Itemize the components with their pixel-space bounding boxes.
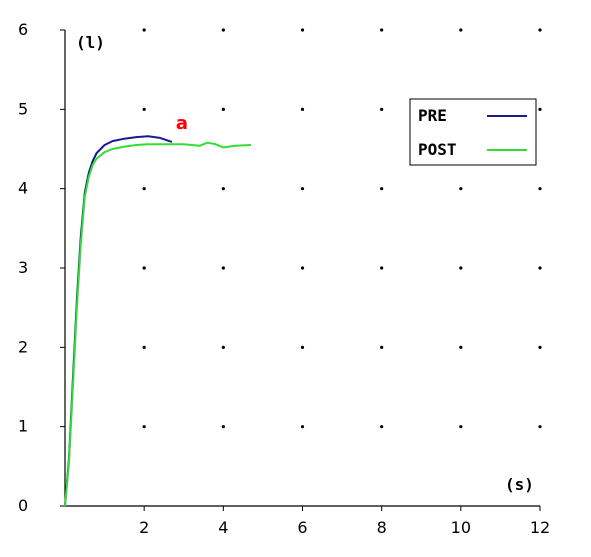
grid-dot: [142, 266, 146, 270]
series-line-pre: [64, 135, 173, 507]
y-axis-label: (l): [76, 33, 105, 52]
grid-dot: [142, 187, 146, 191]
grid-dot: [300, 187, 305, 191]
y-tick-label: 2: [18, 337, 28, 356]
grid-dot: [221, 107, 225, 111]
x-tick-label: 10: [451, 518, 471, 537]
grid-dot: [300, 425, 305, 429]
y-tick-label: 5: [18, 99, 28, 118]
grid-dot: [538, 107, 542, 111]
grid-dot: [300, 107, 305, 111]
grid-dot: [380, 425, 384, 429]
x-tick-label: 12: [530, 518, 550, 537]
grid-dot: [221, 187, 225, 191]
grid-dot: [380, 28, 384, 32]
y-tick-label: 0: [18, 496, 28, 515]
grid-dot: [459, 266, 463, 270]
y-tick-label: 4: [18, 179, 28, 198]
grid-dot: [142, 28, 146, 32]
series-line-post: [64, 141, 252, 507]
x-tick-label: 8: [377, 518, 387, 537]
series-layer: [64, 135, 252, 507]
grid-dot: [142, 345, 146, 349]
grid-dot: [221, 345, 225, 349]
grid-dot: [300, 266, 305, 270]
legend: PRE POST: [409, 98, 537, 166]
grid-dot: [300, 345, 305, 349]
grid-dot: [459, 187, 463, 191]
grid-dot: [459, 28, 463, 32]
y-tick-labels: 0 1 2 3 4 5 6: [18, 20, 65, 515]
grid-dot: [538, 425, 542, 429]
grid-dot: [380, 107, 384, 111]
grid-dot: [221, 266, 225, 270]
grid-dot: [221, 425, 225, 429]
grid-dot: [538, 266, 542, 270]
grid-dot: [380, 266, 384, 270]
grid-dot: [538, 187, 542, 191]
y-tick-label: 6: [18, 20, 28, 39]
legend-box: [409, 98, 537, 166]
grid-dot: [380, 187, 384, 191]
grid-dot: [380, 345, 384, 349]
legend-label-pre: PRE: [418, 106, 447, 125]
x-tick-labels: 2 4 6 8 10 12: [139, 506, 550, 537]
grid-dots: [142, 28, 542, 429]
grid-dot: [538, 28, 542, 32]
annotation-label: a: [176, 113, 188, 134]
x-tick-label: 2: [139, 518, 149, 537]
grid-dot: [142, 107, 146, 111]
grid-dot: [142, 425, 146, 429]
y-tick-label: 3: [18, 258, 28, 277]
x-tick-label: 6: [297, 518, 307, 537]
grid-dot: [459, 345, 463, 349]
x-tick-label: 4: [218, 518, 228, 537]
grid-dot: [459, 425, 463, 429]
grid-dot: [221, 28, 225, 32]
x-axis-label: (s): [505, 475, 534, 494]
legend-label-post: POST: [418, 140, 457, 159]
grid-dot: [300, 28, 305, 32]
y-tick-label: 1: [18, 417, 28, 436]
grid-dot: [538, 345, 542, 349]
